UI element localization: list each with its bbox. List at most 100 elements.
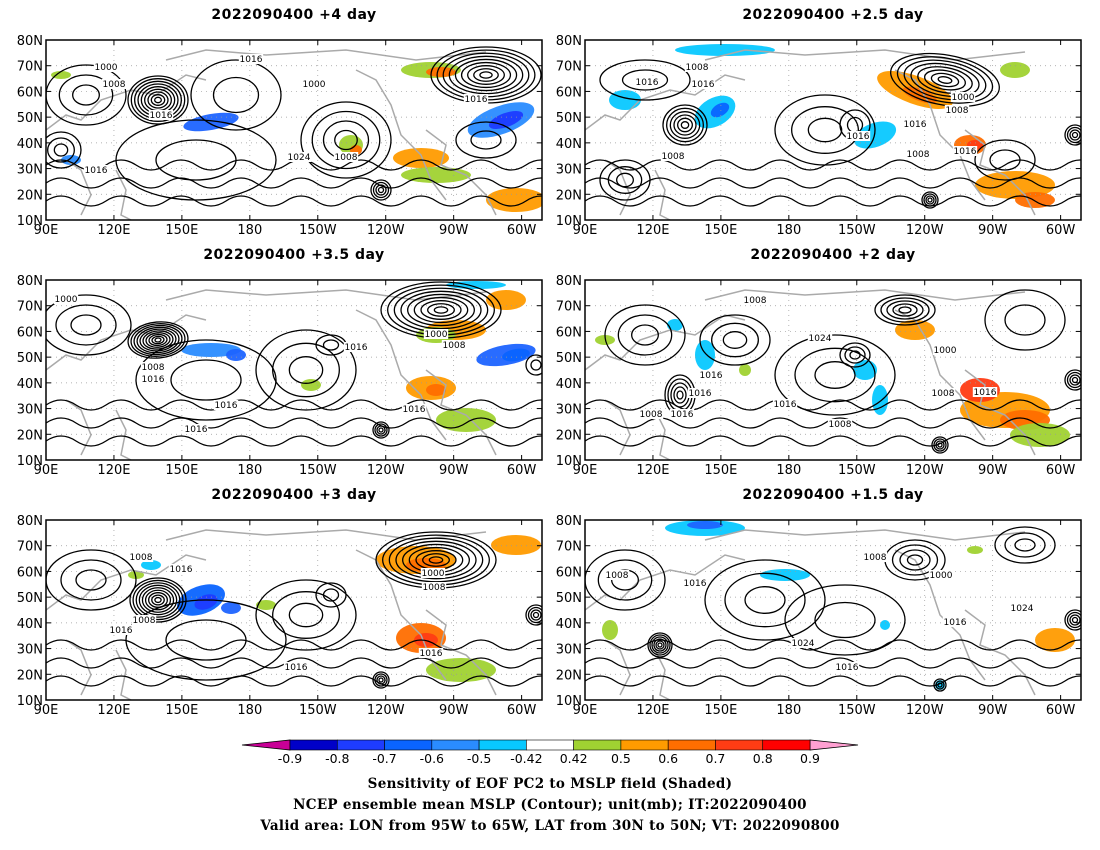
mslp-contour [46, 435, 542, 447]
lon-tick-label: 150W [838, 223, 876, 238]
lat-tick-label: 40N [556, 617, 582, 632]
mslp-contour [141, 587, 175, 613]
lat-tick-label: 70N [556, 60, 582, 75]
mslp-contour [655, 640, 665, 650]
mslp-contour [874, 294, 936, 326]
lat-tick-label: 40N [17, 617, 43, 632]
panel-title-1: 2022090400 +4 day [211, 7, 377, 23]
mslp-contour [70, 314, 102, 336]
contour-label: 1016 [636, 78, 659, 88]
contour-label: 1016 [240, 55, 263, 65]
lon-tick-label: 150W [838, 703, 876, 718]
lat-tick-label: 30N [556, 643, 582, 658]
mslp-contour [455, 121, 517, 159]
lat-tick-label: 20N [17, 428, 43, 443]
mslp-contour [621, 69, 669, 91]
contour-label: 1016 [689, 389, 712, 399]
mslp-contour [315, 582, 347, 608]
sensitivity-shading [51, 71, 71, 79]
mslp-contour [921, 191, 939, 209]
mslp-contour [585, 195, 1081, 207]
mslp-contour [1071, 131, 1079, 139]
mslp-contour [525, 604, 542, 626]
sensitivity-shading [183, 112, 239, 132]
mslp-contour [930, 72, 960, 88]
mslp-contour [55, 304, 117, 346]
mslp-contour [395, 540, 477, 580]
mslp-contour [937, 76, 953, 84]
lat-tick-label: 40N [556, 377, 582, 392]
mslp-contour [616, 172, 634, 188]
lon-tick-label: 150W [299, 223, 337, 238]
mslp-contour [1071, 376, 1079, 384]
mslp-contour [711, 322, 759, 358]
lon-tick-label: 90W [978, 703, 1008, 718]
mslp-contour [1071, 616, 1079, 624]
mslp-contour [585, 657, 1081, 669]
mslp-contour [135, 582, 181, 618]
lat-tick-label: 60N [556, 85, 582, 100]
contour-label: 1000 [95, 63, 118, 73]
lat-tick-label: 70N [17, 60, 43, 75]
lat-tick-label: 60N [17, 85, 43, 100]
mslp-contour [138, 584, 178, 616]
mslp-contour [525, 354, 542, 376]
lon-tick-label: 120E [636, 703, 669, 718]
colorbar-segment [526, 739, 574, 751]
sensitivity-shading [710, 102, 730, 118]
lon-tick-label: 120W [367, 463, 405, 478]
mslp-contour [585, 639, 1081, 651]
sensitivity-shading [426, 67, 456, 77]
mslp-contour [433, 306, 449, 314]
mslp-contour [597, 559, 653, 601]
mslp-contour [60, 559, 122, 601]
mslp-contour [154, 96, 162, 104]
lat-tick-label: 30N [17, 643, 43, 658]
mslp-contour [1066, 126, 1081, 144]
lat-tick-label: 10N [17, 694, 43, 709]
colorbar-segment [289, 739, 338, 751]
lon-tick-label: 180 [237, 703, 262, 718]
colorbar-low-end [241, 739, 291, 751]
mslp-contour [46, 131, 82, 169]
lat-tick-label: 80N [556, 514, 582, 529]
lat-tick-label: 50N [17, 351, 43, 366]
contour-label: 1008 [640, 410, 663, 420]
lon-tick-label: 180 [237, 223, 262, 238]
mslp-contour [130, 78, 186, 122]
sensitivity-shading [486, 290, 526, 310]
mslp-contour [400, 290, 482, 330]
map-frame [584, 39, 1082, 221]
lon-tick-label: 90E [573, 703, 598, 718]
sensitivity-shading [393, 148, 449, 168]
mslp-contour [151, 335, 165, 345]
lat-tick-label: 80N [556, 34, 582, 49]
contour-label: 1000 [422, 569, 445, 579]
mslp-contour [791, 106, 859, 154]
mslp-contour [886, 300, 924, 320]
contour-label: 1008 [335, 153, 358, 163]
colorbar: -0.9 -0.8 -0.7 -0.6 -0.5 -0.42 0.42 0.5 0.6 0.7 0.… [241, 739, 859, 766]
mslp-contour [585, 549, 666, 611]
contour-label: 1024 [1011, 604, 1034, 614]
mslp-contour [903, 59, 987, 101]
mslp-contour [467, 65, 505, 85]
lon-tick-label: 120E [636, 463, 669, 478]
mslp-contour [72, 84, 100, 106]
lat-tick-label: 60N [17, 565, 43, 580]
colorbar-segment [431, 739, 480, 751]
lon-tick-label: 120W [367, 223, 405, 238]
mslp-contour [130, 323, 186, 357]
contour-label: 1016 [345, 343, 368, 353]
mslp-contour [585, 417, 1081, 429]
mslp-contour [370, 179, 392, 201]
map-panel-1: 1000 1008 1016 1016 1000 1016 1024 1008 1016 80N 7… [17, 34, 543, 238]
panel-title-4: 2022090400 +2 day [750, 247, 916, 263]
map-panel-6: 1008 1016 1008 1000 1024 1016 1016 1024 80N 70N 60… [556, 514, 1082, 718]
contour-label: 1016 [215, 401, 238, 411]
mslp-contour [657, 642, 663, 648]
mslp-contour [849, 350, 861, 360]
mslp-contour [132, 579, 184, 621]
mslp-contour [662, 104, 708, 146]
colorbar-label: 0.5 [611, 751, 631, 766]
